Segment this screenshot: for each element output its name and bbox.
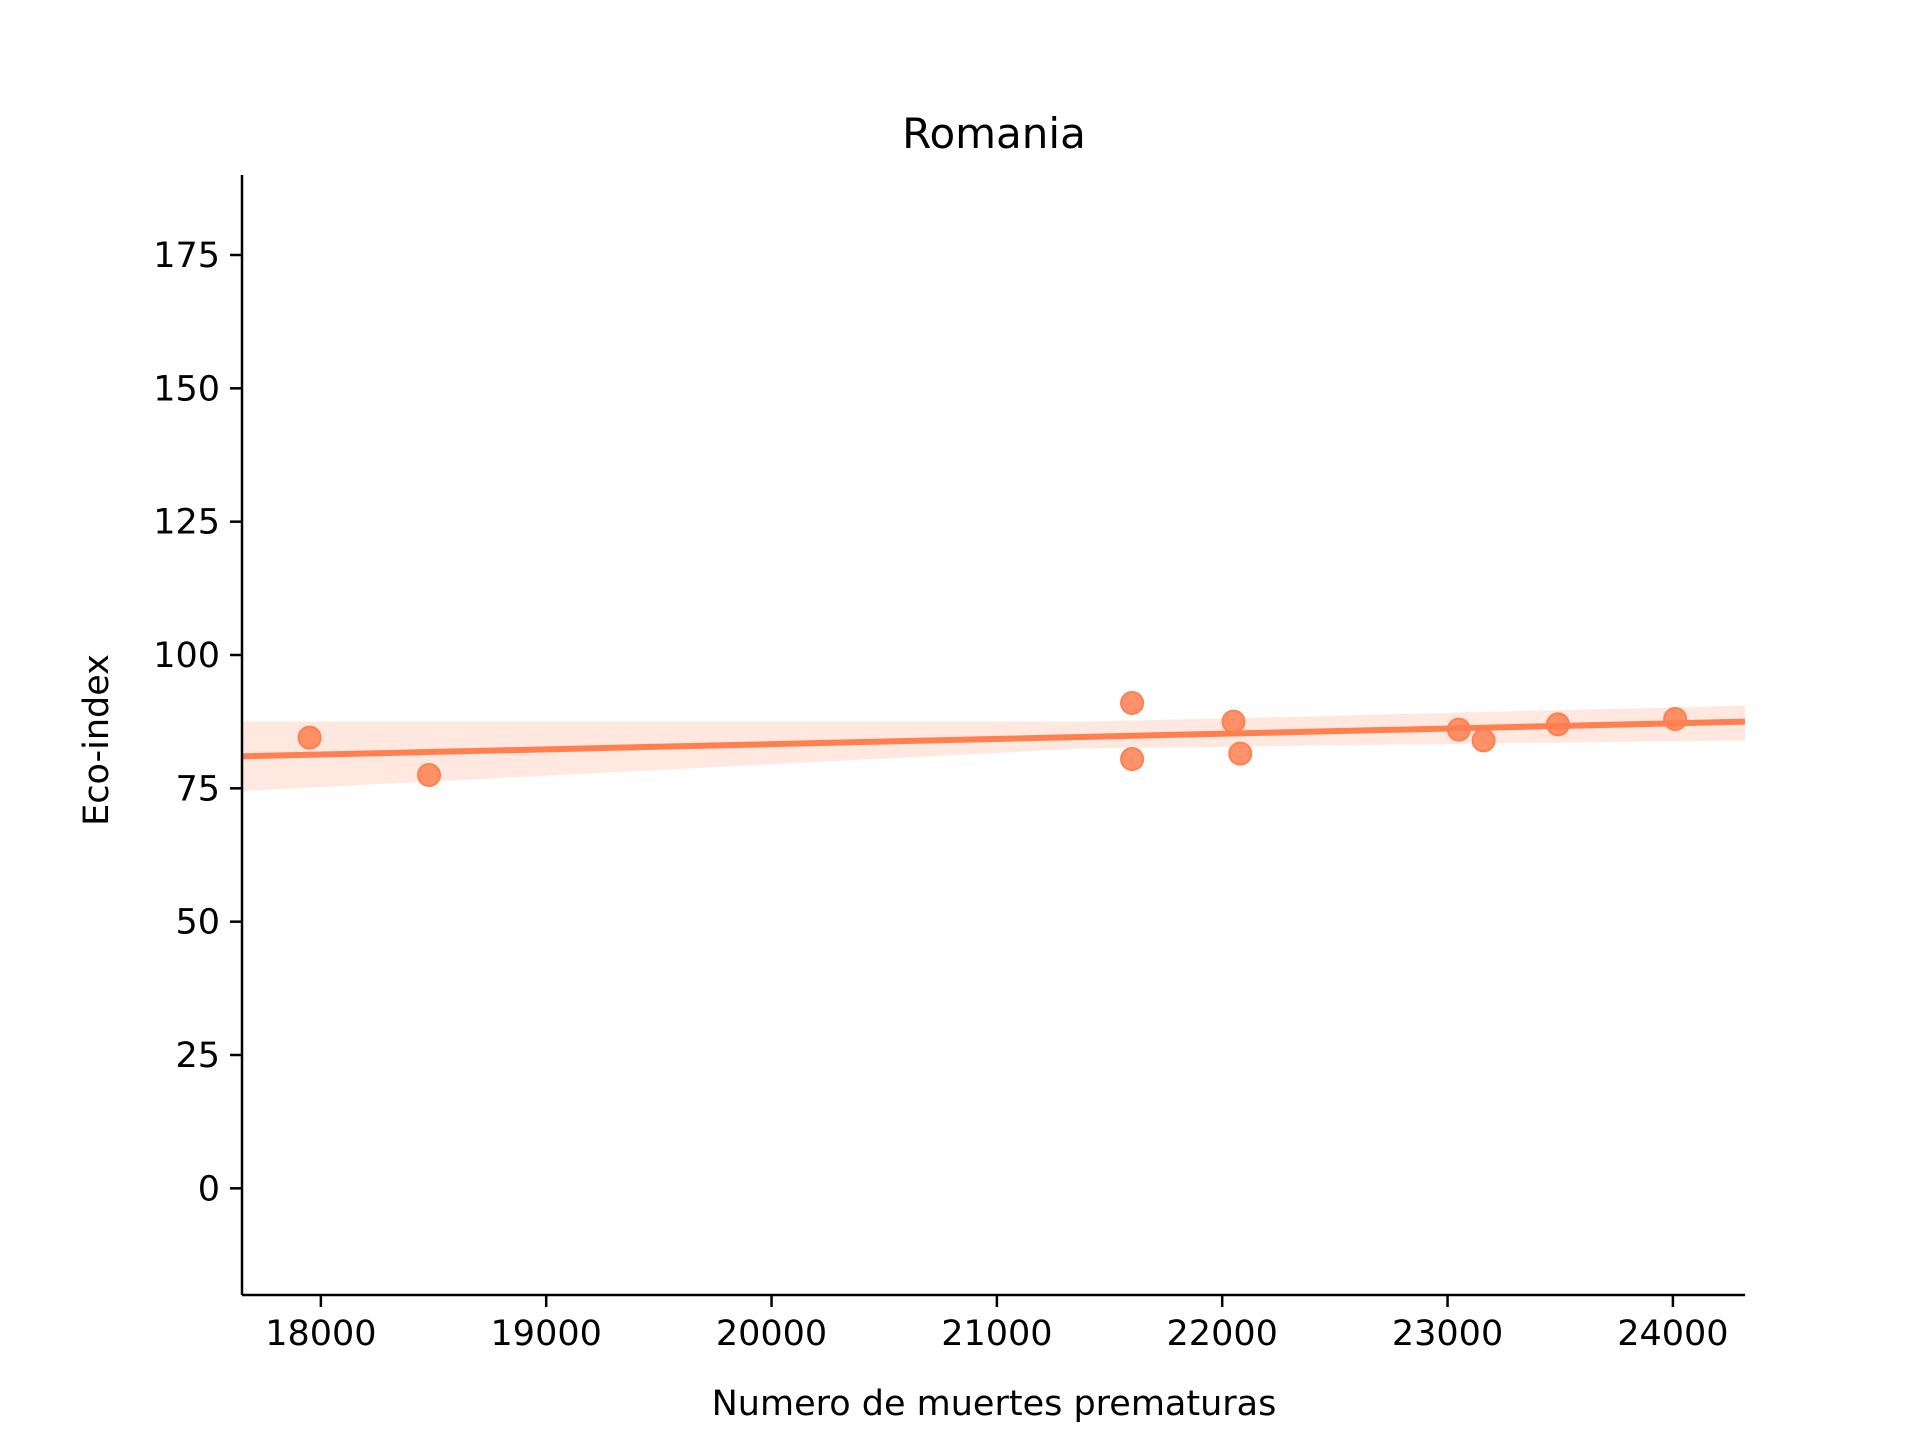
x-tick-label: 18000 [265, 1314, 376, 1354]
x-tick-label: 22000 [1167, 1314, 1278, 1354]
y-tick-label: 175 [153, 236, 220, 276]
data-point-3 [1121, 692, 1143, 714]
x-tick-label: 19000 [491, 1314, 602, 1354]
x-tick-label: 21000 [941, 1314, 1052, 1354]
y-tick-label: 50 [175, 903, 220, 943]
y-axis-title: Eco-index [77, 654, 117, 826]
data-point-4 [1121, 748, 1143, 770]
x-tick-label: 24000 [1617, 1314, 1728, 1354]
x-tick-label: 23000 [1392, 1314, 1503, 1354]
y-tick-label: 150 [153, 369, 220, 409]
y-tick-label: 25 [175, 1036, 220, 1076]
y-tick-label: 100 [153, 636, 220, 676]
data-point-1 [299, 727, 321, 749]
x-tick-label: 20000 [716, 1314, 827, 1354]
data-point-2 [418, 764, 440, 786]
data-point-10 [1664, 708, 1686, 730]
data-point-6 [1229, 743, 1251, 765]
y-tick-label: 75 [175, 769, 220, 809]
chart-title: Romania [902, 109, 1086, 158]
y-tick-label: 0 [198, 1169, 220, 1209]
data-point-5 [1222, 711, 1244, 733]
plot-area [242, 692, 1745, 791]
data-point-8 [1473, 729, 1495, 751]
x-axis-title: Numero de muertes prematuras [712, 1384, 1277, 1424]
y-tick-label: 125 [153, 503, 220, 543]
